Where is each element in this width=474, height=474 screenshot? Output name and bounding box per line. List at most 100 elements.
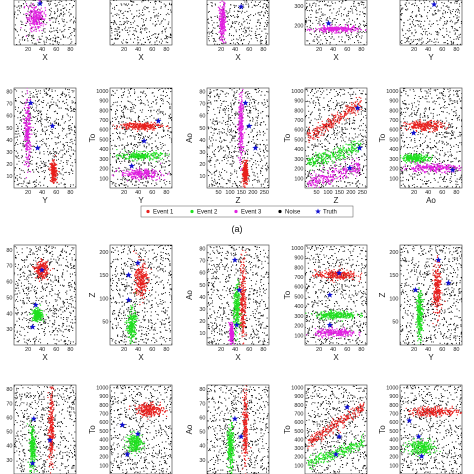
noise-point <box>255 31 257 33</box>
noise-point <box>155 103 157 105</box>
event3-point <box>26 90 29 92</box>
event3-point <box>342 27 344 29</box>
noise-point <box>126 17 128 19</box>
noise-point <box>23 181 25 183</box>
noise-point <box>112 181 114 183</box>
noise-point <box>123 146 126 148</box>
scatter-panel-a-row2-2: 20 40 60 801002003004005006007008009001000Y… <box>88 87 173 205</box>
noise-point <box>69 96 71 98</box>
event3-point <box>27 130 29 132</box>
noise-point <box>114 171 116 173</box>
noise-point <box>59 151 61 153</box>
event3-point <box>224 2 226 4</box>
noise-point <box>119 24 121 26</box>
noise-point <box>232 42 235 44</box>
event3-point <box>28 114 30 116</box>
noise-point <box>318 1 320 3</box>
noise-point <box>20 183 22 185</box>
event3-point <box>28 107 31 110</box>
noise-point <box>210 16 212 18</box>
noise-point <box>70 38 72 40</box>
noise-point <box>143 21 145 23</box>
noise-point <box>64 24 66 26</box>
noise-point <box>258 19 260 21</box>
noise-point <box>451 21 453 23</box>
noise-point <box>320 8 322 10</box>
noise-point <box>55 19 57 21</box>
noise-point <box>208 38 210 40</box>
event3-point <box>219 22 222 24</box>
noise-point <box>259 36 262 38</box>
noise-point <box>401 43 403 45</box>
noise-point <box>400 19 403 21</box>
noise-point <box>145 27 147 29</box>
noise-point <box>124 108 126 110</box>
noise-point <box>311 10 314 12</box>
noise-point <box>165 4 167 6</box>
event3-point <box>41 10 44 12</box>
noise-point <box>312 28 314 30</box>
noise-point <box>119 139 121 141</box>
noise-point <box>58 2 60 4</box>
noise-point <box>60 93 62 95</box>
noise-point <box>41 101 43 104</box>
noise-point <box>132 104 134 106</box>
noise-point <box>459 26 461 28</box>
event3-point <box>27 123 29 125</box>
noise-point <box>125 21 127 23</box>
noise-point <box>240 39 242 41</box>
noise-point <box>36 130 38 132</box>
noise-point <box>361 1 363 3</box>
noise-point <box>69 20 71 22</box>
noise-point <box>43 177 46 179</box>
noise-point <box>325 38 327 40</box>
noise-point <box>43 170 45 172</box>
noise-point <box>16 128 18 130</box>
noise-point <box>151 183 153 185</box>
noise-point <box>135 167 137 169</box>
noise-point <box>159 118 161 120</box>
noise-point <box>110 27 112 29</box>
event3-point <box>38 30 40 32</box>
noise-point <box>331 12 333 14</box>
event3-point <box>26 157 28 159</box>
noise-point <box>331 20 333 22</box>
noise-point <box>75 21 76 23</box>
noise-point <box>211 24 213 26</box>
noise-point <box>62 128 64 130</box>
event3-point <box>25 143 27 145</box>
event1-point <box>120 124 122 126</box>
noise-point <box>70 184 72 186</box>
noise-point <box>21 162 23 164</box>
event3-point <box>357 28 360 30</box>
noise-point <box>155 1 157 3</box>
event3-point <box>30 145 32 147</box>
event3-point <box>330 29 332 31</box>
event3-point <box>151 178 153 180</box>
noise-point <box>424 33 427 35</box>
event2-point <box>147 155 149 157</box>
event3-point <box>38 18 40 20</box>
noise-point <box>236 42 238 44</box>
noise-point <box>131 183 134 185</box>
noise-point <box>266 6 268 8</box>
noise-point <box>149 138 151 140</box>
event2-point <box>139 155 141 157</box>
noise-point <box>253 15 255 17</box>
event3-point <box>347 26 349 28</box>
noise-point <box>49 106 51 108</box>
noise-point <box>140 98 142 101</box>
noise-point <box>36 109 38 111</box>
event3-point <box>224 26 226 28</box>
noise-point <box>21 102 23 104</box>
event2-point <box>133 152 135 155</box>
event3-point <box>36 12 38 14</box>
noise-point <box>128 161 130 163</box>
event2-point <box>131 155 134 157</box>
event3-point <box>26 110 28 113</box>
noise-point <box>308 16 310 18</box>
noise-point <box>56 4 58 6</box>
event3-point <box>38 13 40 15</box>
noise-point <box>137 118 139 120</box>
noise-point <box>156 44 158 45</box>
